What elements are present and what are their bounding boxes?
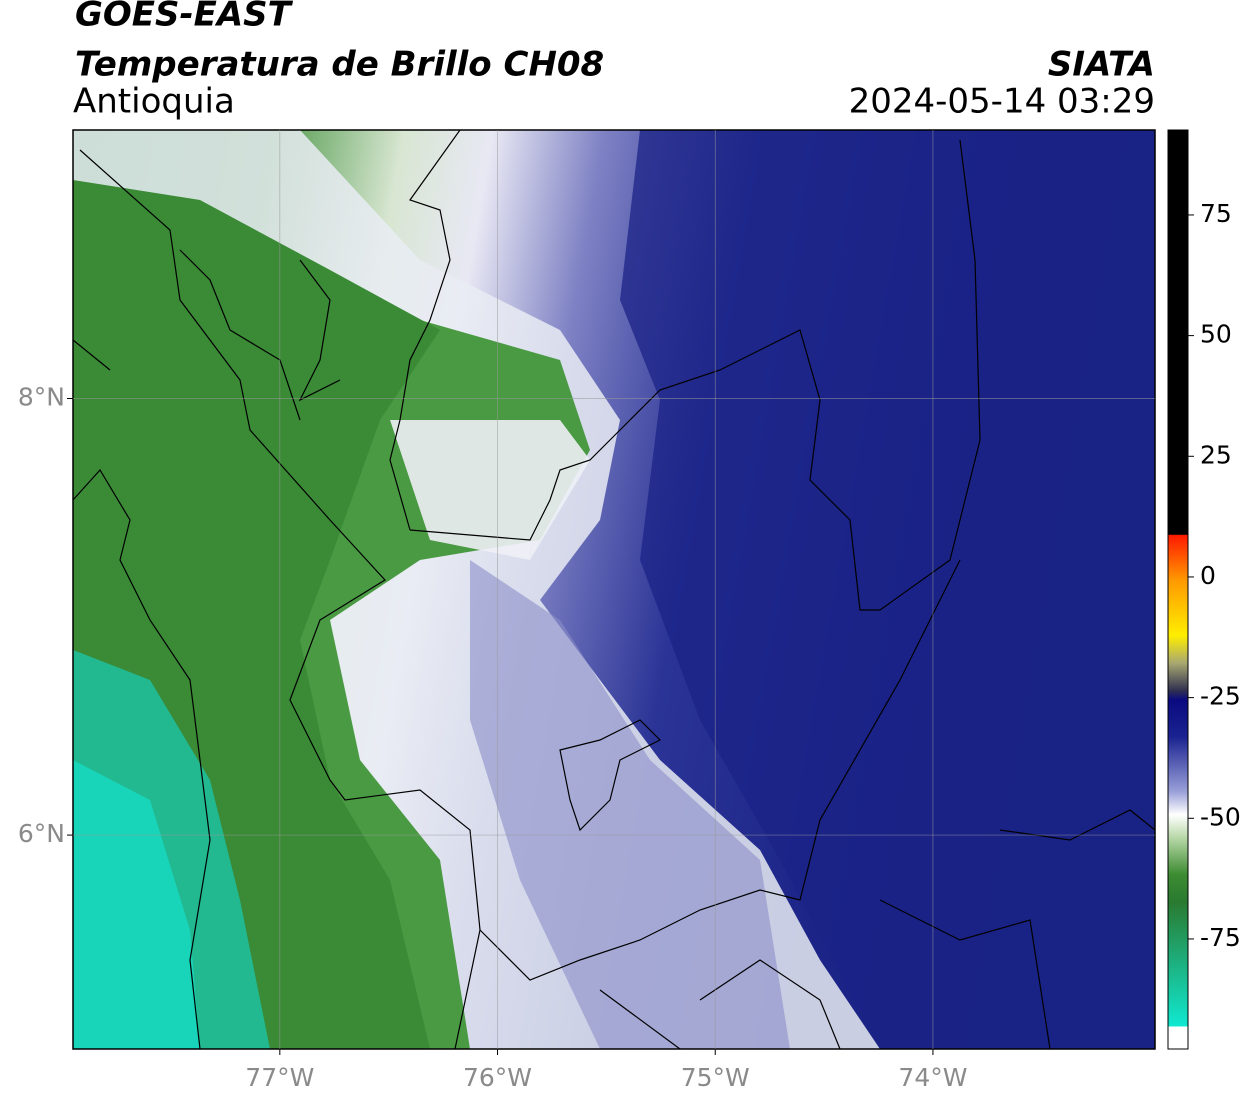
region: Antioquia [73, 82, 235, 122]
colorbar-tick-label: -75 [1200, 923, 1241, 952]
y-tick-label: 6°N [18, 819, 65, 848]
colorbar-tick-label: 75 [1200, 199, 1232, 228]
colorbar-tick-label: 0 [1200, 561, 1216, 590]
map-frame [72, 129, 1156, 1050]
colorbar-tick-label: 50 [1200, 320, 1232, 349]
x-tick-label: 74°W [898, 1063, 967, 1092]
colorbar [1167, 129, 1189, 1050]
subtitle: Temperatura de Brillo CH08 [75, 45, 604, 85]
y-tick-label: 8°N [18, 382, 65, 411]
timestamp: 2024-05-14 03:29 [849, 82, 1155, 122]
satellite-image [73, 130, 1155, 1049]
title: GOES-EAST [75, 0, 294, 35]
source: SIATA [1048, 45, 1155, 85]
x-tick-label: 76°W [463, 1063, 532, 1092]
colorbar-tick-label: -25 [1200, 682, 1241, 711]
x-tick-label: 77°W [245, 1063, 314, 1092]
colorbar-tick-label: -50 [1200, 802, 1241, 831]
x-tick-label: 75°W [681, 1063, 750, 1092]
colorbar-tick-label: 25 [1200, 440, 1232, 469]
